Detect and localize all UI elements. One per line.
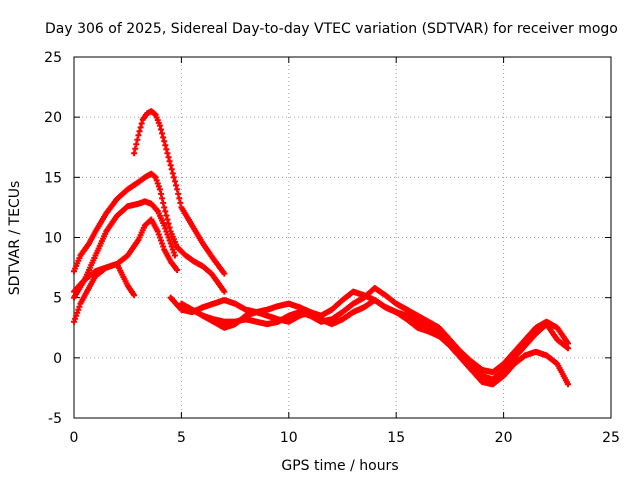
- data-point: [164, 150, 171, 157]
- x-tick-label: 10: [280, 430, 298, 446]
- x-tick-label: 20: [495, 430, 513, 446]
- data-point: [159, 130, 166, 137]
- data-point: [165, 154, 172, 161]
- y-axis: -5 0 5 10 15 20 25: [44, 50, 611, 427]
- data-point: [72, 315, 79, 322]
- data-point: [167, 240, 174, 247]
- data-point: [157, 126, 164, 133]
- data-point: [156, 122, 163, 129]
- data-point: [163, 212, 170, 219]
- y-tick-label: 0: [53, 351, 62, 367]
- y-tick-label: 5: [53, 291, 62, 307]
- chart-title: Day 306 of 2025, Sidereal Day-to-day VTE…: [45, 21, 618, 37]
- data-point: [165, 234, 172, 241]
- series-arc-b: [131, 108, 228, 277]
- data-point: [75, 306, 82, 313]
- data-point: [170, 249, 177, 256]
- data-point: [165, 220, 172, 227]
- x-axis-label: GPS time / hours: [281, 458, 398, 474]
- data-point: [131, 150, 138, 157]
- data-point: [155, 183, 162, 190]
- data-point: [131, 292, 138, 299]
- data-point: [135, 132, 142, 139]
- data-point: [163, 146, 170, 153]
- data-point: [161, 204, 168, 211]
- data-points: [71, 108, 572, 388]
- data-point: [162, 225, 169, 232]
- data-point: [152, 174, 159, 181]
- data-point: [175, 190, 182, 197]
- data-point: [174, 266, 181, 273]
- x-tick-label: 5: [177, 430, 186, 446]
- data-point: [137, 124, 144, 131]
- data-point: [167, 162, 174, 169]
- data-point: [157, 237, 164, 244]
- data-point: [174, 186, 181, 193]
- data-point: [166, 158, 173, 165]
- y-tick-label: 25: [44, 50, 62, 66]
- data-point: [168, 243, 175, 250]
- data-point: [221, 288, 228, 295]
- data-point: [71, 318, 77, 325]
- data-point: [168, 166, 175, 173]
- x-tick-label: 0: [70, 430, 79, 446]
- data-point: [565, 381, 572, 388]
- data-point: [169, 246, 176, 253]
- data-point: [76, 303, 83, 310]
- series-arc-a: [71, 170, 228, 295]
- data-point: [171, 178, 178, 185]
- x-tick-label: 15: [387, 430, 405, 446]
- y-tick-label: 15: [44, 170, 62, 186]
- data-point: [166, 237, 173, 244]
- data-point: [154, 228, 161, 235]
- data-point: [169, 170, 176, 177]
- data-point: [154, 180, 161, 187]
- data-point: [565, 345, 572, 352]
- data-point: [132, 145, 139, 152]
- data-point: [170, 174, 177, 181]
- data-point: [159, 195, 166, 202]
- data-point: [160, 243, 167, 250]
- data-point: [161, 222, 168, 229]
- x-axis: 0 5 10 15 20 25: [70, 57, 620, 446]
- data-point: [159, 240, 166, 247]
- series-arc-e: [71, 260, 138, 299]
- data-point: [177, 199, 184, 206]
- x-tick-label: 25: [602, 430, 620, 446]
- data-point: [157, 190, 164, 197]
- y-tick-label: -5: [48, 411, 62, 427]
- data-point: [164, 216, 171, 223]
- data-point: [156, 234, 163, 241]
- data-point: [173, 182, 180, 189]
- data-point: [155, 231, 162, 238]
- data-point: [164, 231, 171, 238]
- data-point: [160, 199, 167, 206]
- data-point: [161, 138, 168, 145]
- data-point: [171, 252, 178, 259]
- data-point: [166, 224, 173, 231]
- data-point: [74, 309, 81, 316]
- series-arc-h: [199, 297, 572, 388]
- y-axis-label: SDTVAR / TECUs: [7, 181, 23, 296]
- data-point: [176, 195, 183, 202]
- data-point: [136, 128, 143, 135]
- data-point: [160, 134, 167, 141]
- data-point: [163, 228, 170, 235]
- data-point: [153, 177, 160, 184]
- data-point: [138, 120, 145, 127]
- y-tick-label: 20: [44, 110, 62, 126]
- data-point: [133, 141, 140, 148]
- data-point: [73, 312, 80, 319]
- data-point: [221, 270, 228, 277]
- y-tick-label: 10: [44, 231, 62, 247]
- data-point: [134, 136, 141, 143]
- data-point: [162, 142, 169, 149]
- data-point: [156, 186, 163, 193]
- data-point: [162, 208, 169, 215]
